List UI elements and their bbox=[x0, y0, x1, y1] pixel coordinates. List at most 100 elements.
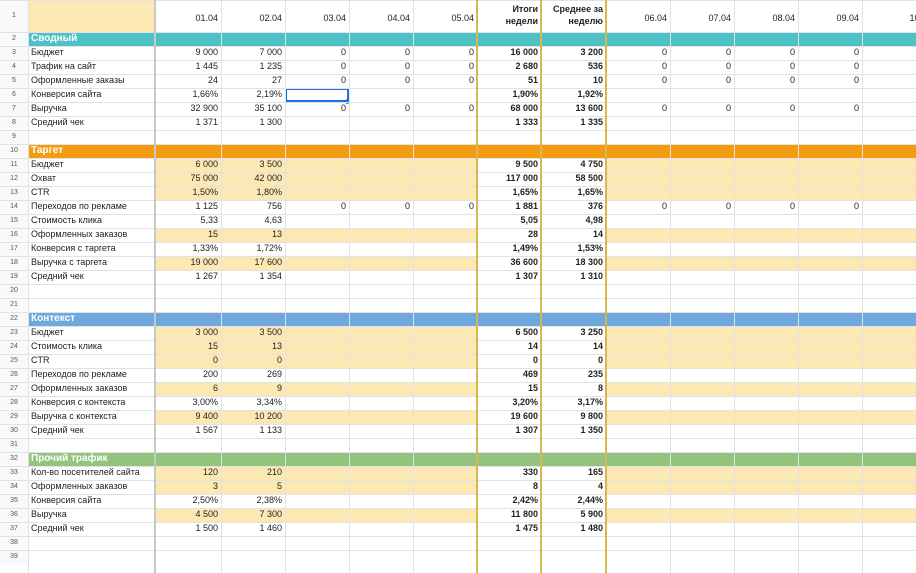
row-number[interactable]: 9 bbox=[0, 130, 28, 144]
day-value-cell[interactable] bbox=[734, 186, 798, 200]
day-value-cell[interactable] bbox=[413, 116, 477, 130]
day-value-cell[interactable] bbox=[798, 172, 862, 186]
day-value-cell[interactable] bbox=[285, 424, 349, 438]
week-total-cell[interactable]: 2 680 bbox=[515, 61, 538, 71]
week-total-cell[interactable]: 5,05 bbox=[520, 215, 538, 225]
row-number[interactable]: 14 bbox=[0, 200, 28, 214]
metric-label[interactable]: Трафик на сайт bbox=[31, 61, 97, 71]
day-value-cell[interactable]: 0 bbox=[468, 201, 474, 211]
day-value-cell[interactable] bbox=[285, 172, 349, 186]
day-value-cell[interactable] bbox=[670, 382, 734, 396]
day-value-cell[interactable]: 0 bbox=[221, 354, 285, 368]
day-value-cell[interactable] bbox=[413, 424, 477, 438]
day-value-cell[interactable] bbox=[413, 158, 477, 172]
week-total-cell[interactable]: 0 bbox=[532, 355, 538, 365]
day-value-cell[interactable] bbox=[734, 116, 798, 130]
week-average-cell[interactable]: 1 335 bbox=[580, 117, 603, 127]
day-value-cell[interactable] bbox=[734, 326, 798, 340]
week-total-cell[interactable]: 1 881 bbox=[515, 201, 538, 211]
day-value-cell[interactable]: 0 bbox=[404, 47, 410, 57]
day-value-cell[interactable]: 0 bbox=[789, 103, 795, 113]
day-value-cell[interactable] bbox=[413, 410, 477, 424]
metric-label[interactable]: Переходов по рекламе bbox=[31, 369, 127, 379]
day-value-cell[interactable] bbox=[285, 410, 349, 424]
metric-label[interactable]: Бюджет bbox=[31, 47, 64, 57]
day-value-cell[interactable] bbox=[798, 522, 862, 536]
day-value-cell[interactable]: 1 235 bbox=[259, 61, 282, 71]
day-value-cell[interactable]: 0 bbox=[340, 47, 346, 57]
day-value-cell[interactable]: 9 000 bbox=[195, 47, 218, 57]
day-value-cell[interactable]: 3 500 bbox=[221, 326, 285, 340]
row-number[interactable]: 37 bbox=[0, 522, 28, 536]
row-number[interactable]: 3 bbox=[0, 46, 28, 60]
day-value-cell[interactable]: 5 bbox=[221, 480, 285, 494]
day-value-cell[interactable]: 0 bbox=[404, 201, 410, 211]
metric-label[interactable]: Конверсия с контекста bbox=[31, 397, 126, 407]
day-value-cell[interactable] bbox=[413, 508, 477, 522]
day-value-cell[interactable]: 75 000 bbox=[155, 172, 221, 186]
day-value-cell[interactable]: 0 bbox=[404, 61, 410, 71]
day-value-cell[interactable] bbox=[798, 494, 862, 508]
day-value-cell[interactable]: 0 bbox=[789, 61, 795, 71]
day-value-cell[interactable] bbox=[349, 186, 413, 200]
day-value-cell[interactable] bbox=[862, 326, 916, 340]
day-value-cell[interactable] bbox=[285, 340, 349, 354]
day-value-cell[interactable] bbox=[606, 480, 670, 494]
week-total-cell[interactable]: 1 307 bbox=[515, 271, 538, 281]
day-value-cell[interactable]: 200 bbox=[202, 369, 218, 379]
week-average-cell[interactable]: 1 480 bbox=[580, 523, 603, 533]
week-total-cell[interactable]: 1 475 bbox=[515, 523, 538, 533]
day-value-cell[interactable] bbox=[798, 382, 862, 396]
day-value-cell[interactable] bbox=[798, 186, 862, 200]
day-value-cell[interactable]: 1 460 bbox=[259, 523, 282, 533]
row-number[interactable]: 21 bbox=[0, 298, 28, 312]
week-total-cell[interactable]: 28 bbox=[527, 229, 538, 239]
metric-label[interactable]: Оформленные заказы bbox=[31, 75, 125, 85]
day-value-cell[interactable] bbox=[413, 466, 477, 480]
day-value-cell[interactable] bbox=[862, 186, 916, 200]
day-value-cell[interactable] bbox=[798, 158, 862, 172]
day-value-cell[interactable] bbox=[670, 242, 734, 256]
day-value-cell[interactable] bbox=[734, 158, 798, 172]
metric-label[interactable]: Конверсия сайта bbox=[31, 89, 102, 99]
week-total-cell[interactable]: 117 000 bbox=[505, 173, 538, 183]
week-total-cell[interactable]: 68 000 bbox=[510, 103, 538, 113]
day-value-cell[interactable] bbox=[606, 368, 670, 382]
metric-label[interactable]: Конверсия сайта bbox=[31, 495, 102, 505]
day-value-cell[interactable]: 0 bbox=[155, 354, 221, 368]
day-value-cell[interactable] bbox=[670, 354, 734, 368]
metric-label[interactable]: Оформленных заказов bbox=[31, 383, 128, 393]
day-value-cell[interactable] bbox=[862, 158, 916, 172]
week-average-cell[interactable]: 4 bbox=[597, 481, 603, 491]
day-value-cell[interactable] bbox=[670, 326, 734, 340]
week-average-cell[interactable]: 235 bbox=[587, 369, 603, 379]
day-value-cell[interactable] bbox=[413, 88, 477, 102]
row-number[interactable]: 5 bbox=[0, 74, 28, 88]
day-value-cell[interactable] bbox=[349, 326, 413, 340]
day-value-cell[interactable] bbox=[349, 396, 413, 410]
day-value-cell[interactable]: 13 bbox=[221, 340, 285, 354]
week-average-cell[interactable]: 1,53% bbox=[577, 243, 603, 253]
day-value-cell[interactable] bbox=[734, 480, 798, 494]
day-value-cell[interactable]: 756 bbox=[266, 201, 282, 211]
day-value-cell[interactable]: 269 bbox=[266, 369, 282, 379]
row-number[interactable]: 22 bbox=[0, 312, 28, 326]
week-average-cell[interactable]: 1 350 bbox=[580, 425, 603, 435]
day-value-cell[interactable]: 0 bbox=[725, 103, 731, 113]
day-value-cell[interactable] bbox=[285, 494, 349, 508]
week-total-cell[interactable]: 6 500 bbox=[515, 327, 538, 337]
section-title[interactable]: Прочий трафик bbox=[31, 453, 108, 464]
row-number[interactable]: 7 bbox=[0, 102, 28, 116]
day-value-cell[interactable] bbox=[285, 368, 349, 382]
day-value-cell[interactable]: 27 bbox=[271, 75, 282, 85]
day-value-cell[interactable]: 3 bbox=[155, 480, 221, 494]
day-value-cell[interactable] bbox=[734, 256, 798, 270]
row-number[interactable]: 17 bbox=[0, 242, 28, 256]
header-label-cell[interactable] bbox=[28, 0, 155, 32]
day-value-cell[interactable] bbox=[606, 228, 670, 242]
day-value-cell[interactable] bbox=[413, 382, 477, 396]
day-value-cell[interactable] bbox=[413, 480, 477, 494]
metric-label[interactable]: Средний чек bbox=[31, 117, 84, 127]
day-value-cell[interactable] bbox=[413, 522, 477, 536]
day-value-cell[interactable] bbox=[285, 116, 349, 130]
